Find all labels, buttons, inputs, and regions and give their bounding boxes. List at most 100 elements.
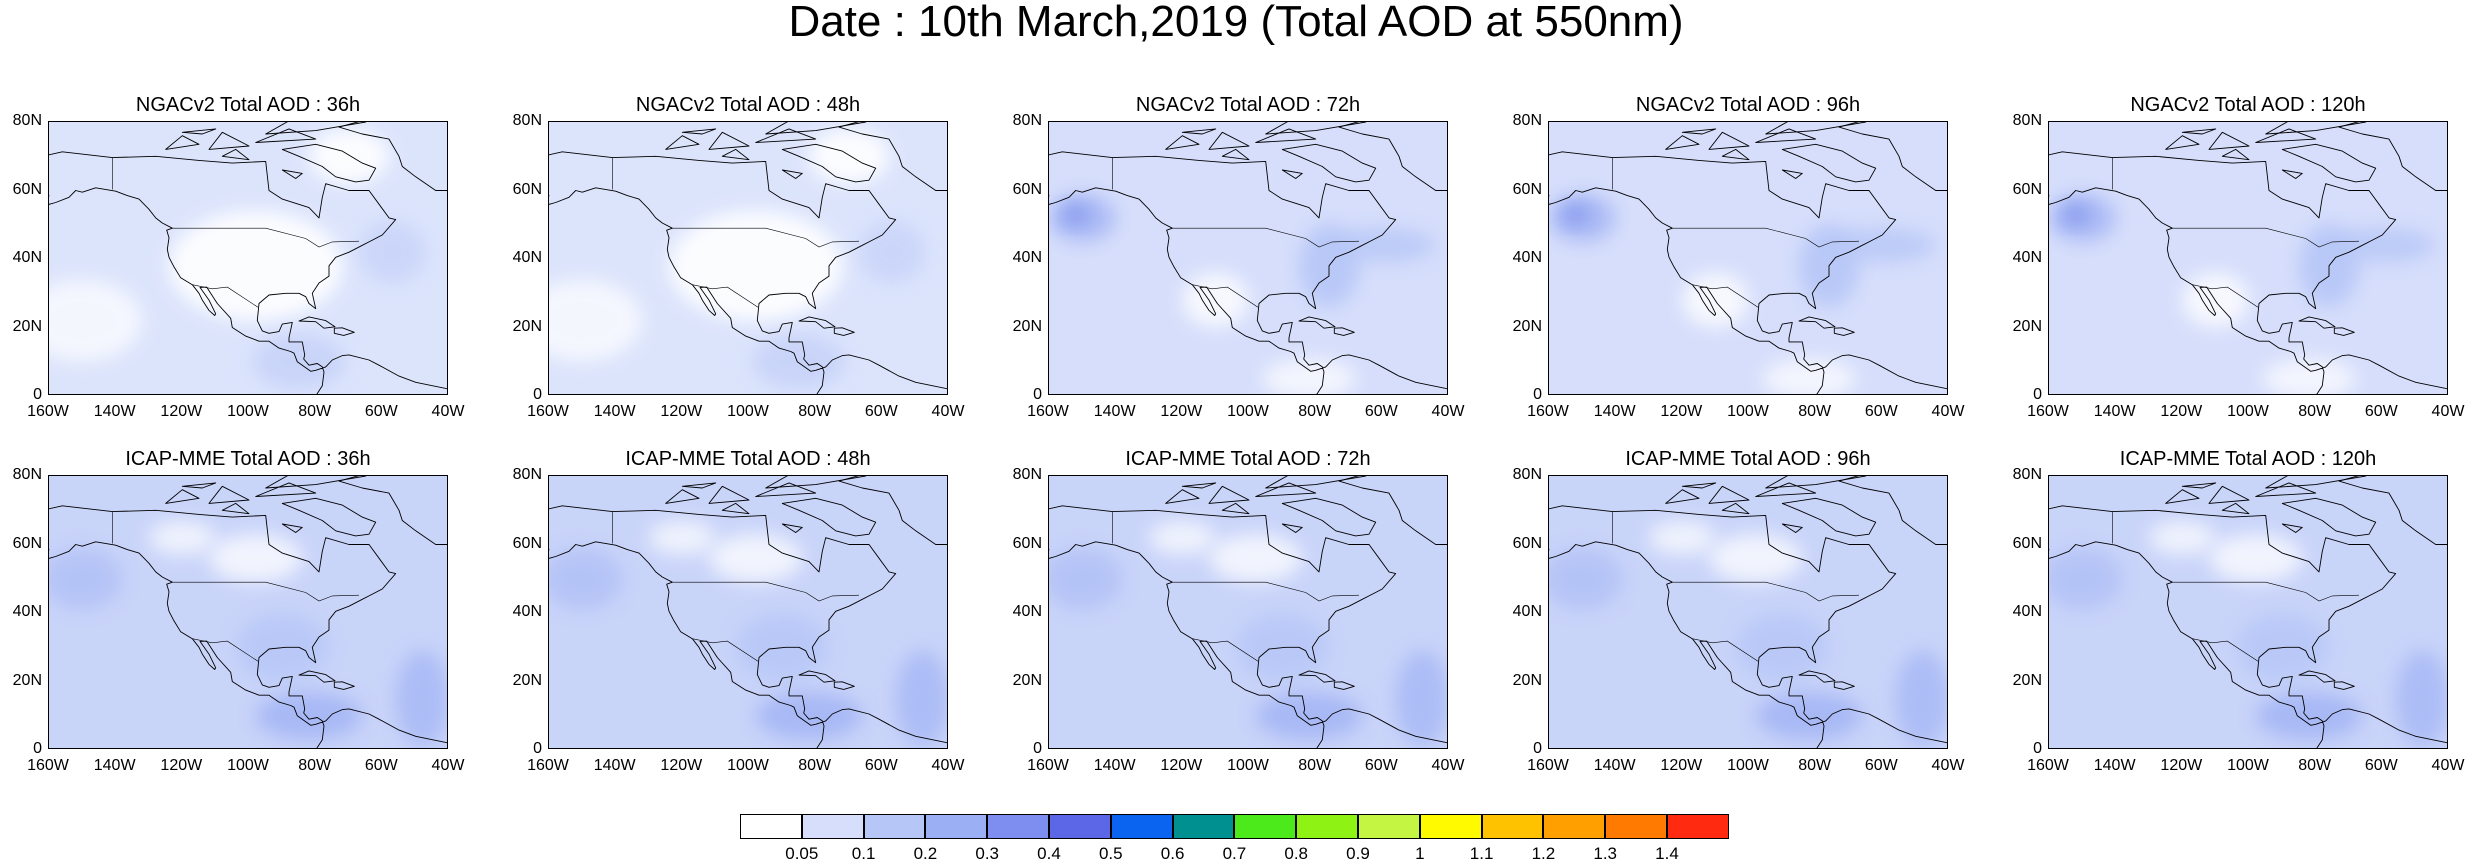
panel-title: ICAP-MME Total AOD : 72h [1125, 448, 1371, 470]
lat-tick-label: 20N [512, 671, 542, 689]
country-borders [1112, 157, 1360, 308]
lat-tick-label: 0 [533, 386, 542, 403]
lon-tick-label: 80W [798, 403, 832, 420]
lon-tick-label: 60W [1364, 757, 1398, 774]
lon-tick-label: 40W [2431, 403, 2465, 420]
lon-tick-label: 140W [593, 403, 636, 420]
lon-tick-label: 160W [27, 403, 69, 420]
lon-tick-label: 100W [227, 757, 269, 774]
colorbar-swatch [1234, 814, 1297, 839]
lat-tick-label: 80N [12, 112, 42, 129]
lon-tick-label: 120W [1160, 757, 1203, 774]
figure-title: Date : 10th March,2019 (Total AOD at 550… [788, 0, 1684, 46]
lon-tick-label: 120W [160, 757, 203, 774]
colorbar-label: 0.05 [785, 844, 819, 863]
lat-tick-label: 80N [512, 466, 542, 483]
lon-tick-label: 80W [1798, 403, 1832, 420]
colorbar-swatch [1667, 814, 1729, 839]
lat-tick-label: 60N [1012, 180, 1042, 198]
coastlines [2049, 122, 2447, 394]
lat-tick-label: 60N [12, 534, 42, 552]
lat-tick-label: 0 [1033, 386, 1042, 403]
aod-map-panel [1048, 475, 1448, 749]
colorbar-label: 0.2 [913, 844, 938, 863]
coastlines [1549, 476, 1947, 748]
coastlines [1049, 476, 1447, 748]
lon-tick-label: 140W [1093, 403, 1136, 420]
aod-map-panel [1548, 121, 1948, 395]
colorbar-label: 0.6 [1160, 844, 1185, 863]
lon-tick-label: 140W [2093, 757, 2136, 774]
lon-tick-label: 160W [27, 757, 69, 774]
colorbar-swatch [1358, 814, 1420, 839]
aod-map-panel [548, 121, 948, 395]
colorbar-swatch [1172, 814, 1235, 839]
lon-tick-label: 120W [1660, 757, 1703, 774]
lat-tick-label: 60N [512, 534, 542, 552]
colorbar-swatch [1543, 814, 1606, 839]
aod-map-panel [2048, 475, 2448, 749]
lon-tick-label: 60W [2364, 403, 2398, 420]
aod-map-panel [48, 475, 448, 749]
colorbar-swatch [1049, 814, 1111, 839]
lon-tick-label: 60W [864, 403, 898, 420]
lon-tick-label: 120W [2160, 757, 2203, 774]
lon-tick-label: 120W [660, 757, 703, 774]
lon-tick-label: 100W [2227, 403, 2269, 420]
aod-map-panel [548, 475, 948, 749]
lat-tick-label: 80N [1012, 466, 1042, 483]
colorbar-swatch [925, 814, 988, 839]
lat-tick-label: 0 [1533, 386, 1542, 403]
lon-tick-label: 100W [727, 403, 769, 420]
aod-map-panel [48, 121, 448, 395]
coastlines [2049, 476, 2447, 748]
lat-tick-label: 80N [12, 466, 42, 483]
lon-tick-label: 140W [1593, 757, 1636, 774]
lat-tick-label: 0 [533, 740, 542, 757]
coastlines [1049, 122, 1447, 394]
lon-tick-label: 140W [2093, 403, 2136, 420]
panel-title: NGACv2 Total AOD : 36h [135, 94, 361, 116]
colorbar-label: 0.3 [975, 844, 999, 863]
lon-tick-label: 100W [727, 757, 769, 774]
lon-tick-label: 60W [1864, 757, 1898, 774]
lon-tick-label: 120W [160, 403, 203, 420]
lat-tick-label: 20N [1512, 671, 1542, 689]
lon-tick-label: 100W [227, 403, 269, 420]
panel-title: NGACv2 Total AOD : 120h [2130, 94, 2366, 116]
lon-tick-label: 120W [660, 403, 703, 420]
aod-map-panel [2048, 121, 2448, 395]
colorbar-label: 1.4 [1655, 844, 1679, 863]
lon-tick-label: 160W [1527, 403, 1569, 420]
lon-tick-label: 80W [1298, 403, 1332, 420]
aod-map-panel [1048, 121, 1448, 395]
lon-tick-label: 140W [593, 757, 636, 774]
colorbar-swatch [1481, 814, 1544, 839]
country-borders [1612, 157, 1860, 308]
colorbar-label: 0.8 [1284, 844, 1308, 863]
lat-tick-label: 0 [1533, 740, 1542, 757]
lat-tick-label: 60N [2012, 534, 2042, 552]
lon-tick-label: 40W [1431, 757, 1465, 774]
lon-tick-label: 40W [431, 403, 465, 420]
lat-tick-label: 20N [1512, 317, 1542, 335]
lat-tick-label: 0 [33, 386, 42, 403]
colorbar-label: 1.2 [1531, 844, 1556, 863]
lon-tick-label: 80W [1798, 757, 1832, 774]
coastlines [1549, 122, 1947, 394]
colorbar-label: 0.1 [851, 844, 876, 863]
lat-tick-label: 0 [1033, 740, 1042, 757]
colorbar-label: 0.4 [1037, 844, 1061, 863]
lat-tick-label: 20N [512, 317, 542, 335]
lon-tick-label: 80W [2298, 403, 2332, 420]
lat-tick-label: 20N [2012, 671, 2042, 689]
panel-title: ICAP-MME Total AOD : 36h [125, 448, 371, 470]
lon-tick-label: 100W [1227, 757, 1269, 774]
lat-tick-label: 60N [1512, 534, 1542, 552]
lat-tick-label: 60N [1512, 180, 1542, 198]
lon-tick-label: 40W [1431, 403, 1465, 420]
lat-tick-label: 40N [12, 249, 42, 266]
lat-tick-label: 40N [1012, 603, 1042, 620]
colorbar-swatch [1605, 814, 1667, 839]
lat-tick-label: 80N [512, 112, 542, 129]
